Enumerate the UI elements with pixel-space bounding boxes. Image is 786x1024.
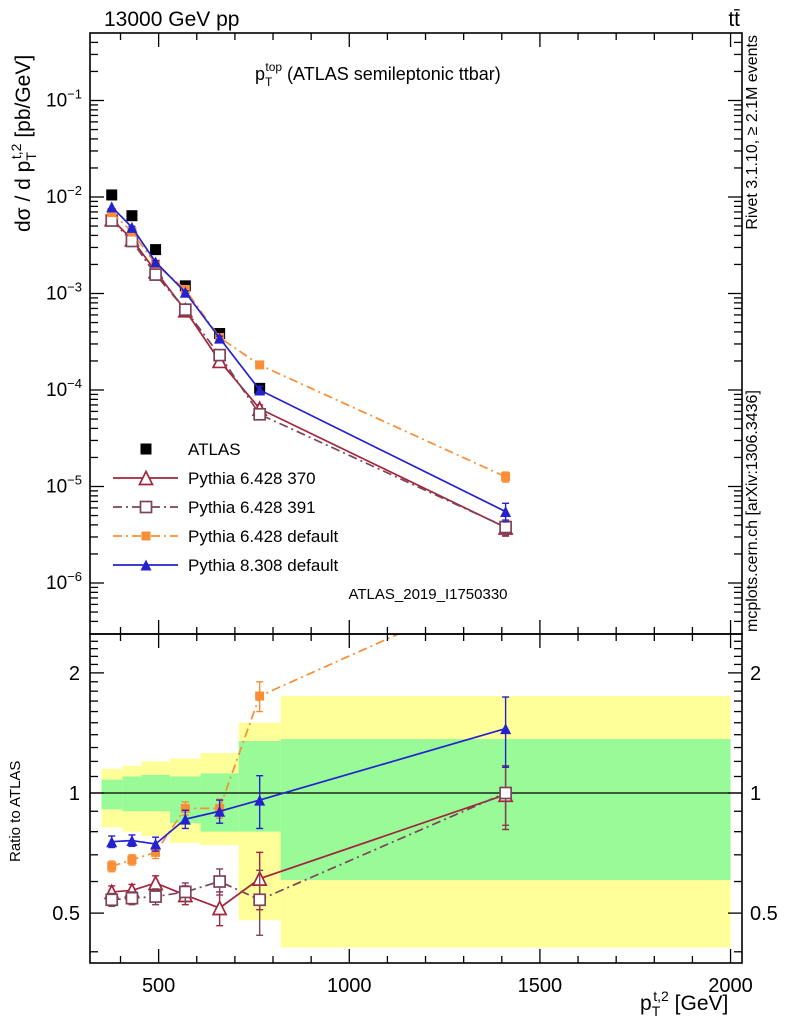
marker <box>126 210 138 222</box>
y-main-tick-label: 10−6 <box>46 569 82 594</box>
marker <box>254 794 266 806</box>
legend-label: Pythia 6.428 370 <box>188 469 316 488</box>
marker <box>499 786 512 800</box>
marker <box>213 348 226 362</box>
marker <box>254 384 266 396</box>
marker <box>501 472 511 482</box>
ratio-tick-label-left: 0.5 <box>52 903 80 925</box>
watermark: ATLAS_2019_I1750330 <box>348 586 507 603</box>
legend: ATLAS Pythia 6.428 370 Pythia 6.428 391 Pyt… <box>113 440 339 575</box>
legend-label: Pythia 6.428 default <box>188 527 339 546</box>
marker <box>499 520 512 534</box>
legend-item-pythia-6-428-391: Pythia 6.428 391 <box>113 498 316 517</box>
marker <box>125 234 139 248</box>
side-note-rivet: Rivet 3.1.10, ≥ 2.1M events <box>744 35 761 230</box>
x-axis-label: pTt,2 [GeV] <box>640 988 728 1019</box>
y-main-tick-label: 10−5 <box>46 473 82 498</box>
ratio-uncertainty-bands <box>101 696 731 948</box>
marker <box>106 189 118 201</box>
legend-item-pythia-6-428-370: Pythia 6.428 370 <box>113 469 316 488</box>
marker <box>149 268 162 281</box>
marker <box>253 407 267 421</box>
marker <box>107 208 117 218</box>
main-series <box>103 189 514 537</box>
series-line <box>111 206 506 513</box>
y-main-tick-label: 10−3 <box>46 280 82 305</box>
band-green <box>122 776 142 812</box>
marker <box>214 332 226 344</box>
marker <box>127 855 137 865</box>
marker <box>214 805 226 817</box>
marker <box>151 847 161 857</box>
marker <box>255 691 265 701</box>
main-series-pythia-6-428-391 <box>105 214 512 537</box>
header-beam-label: 13000 GeV pp <box>104 8 239 31</box>
legend-label: ATLAS <box>188 440 241 459</box>
y-main-tick-label: 10−4 <box>46 376 82 401</box>
ratio-panel-frame <box>89 633 743 964</box>
ratio-axis-label: Ratio to ATLAS <box>7 761 24 862</box>
main-series-pythia-8-308-default <box>106 201 512 523</box>
x-tick-label: 1000 <box>327 975 372 997</box>
marker <box>179 286 191 298</box>
axis-tick-labels: 10−1 10−2 10−3 10−4 10−5 10−6 2 2 1 1 0.5 0.5 500 100… <box>46 87 778 998</box>
marker <box>179 813 191 825</box>
ratio-tick-label-left: 1 <box>69 783 80 805</box>
marker <box>126 835 138 847</box>
legend-item-atlas: ATLAS <box>140 440 241 459</box>
marker <box>139 500 153 514</box>
y-main-tick-label: 10−1 <box>46 87 82 112</box>
marker <box>105 893 119 907</box>
ratio-tick-label-right: 0.5 <box>750 903 778 925</box>
marker <box>106 201 118 213</box>
legend-label: Pythia 8.308 default <box>188 556 339 575</box>
axis-ticks <box>90 33 742 963</box>
x-tick-label: 500 <box>142 975 175 997</box>
x-tick-label: 1500 <box>518 975 563 997</box>
plot-title: pTtop (ATLAS semileptonic ttbar) <box>255 60 501 89</box>
ratio-series <box>103 634 514 936</box>
y-main-tick-label: 10−2 <box>46 183 82 208</box>
marker <box>213 875 226 888</box>
marker <box>140 559 152 571</box>
marker <box>141 531 151 541</box>
marker <box>125 891 139 905</box>
marker <box>147 874 164 891</box>
ratio-tick-label-right: 1 <box>750 783 761 805</box>
marker <box>180 803 190 813</box>
marker <box>150 244 162 256</box>
marker <box>138 469 154 486</box>
main-series-pythia-6-428-default <box>107 208 511 483</box>
legend-label: Pythia 6.428 391 <box>188 498 316 517</box>
legend-item-pythia-6-428-default: Pythia 6.428 default <box>113 527 339 546</box>
marker <box>150 256 162 268</box>
marker <box>178 885 192 899</box>
ratio-series-pythia-6-428-391 <box>105 765 512 936</box>
ratio-tick-label-left: 2 <box>69 663 80 685</box>
marker <box>500 506 512 518</box>
marker <box>255 360 265 370</box>
marker <box>500 723 512 735</box>
marker <box>107 861 117 871</box>
marker <box>140 443 152 455</box>
legend-item-pythia-8-308-default: Pythia 8.308 default <box>113 556 339 575</box>
marker <box>126 221 138 233</box>
header-process-label: tt̄ <box>728 8 740 31</box>
x-tick-label: 2000 <box>708 975 753 997</box>
marker <box>253 893 267 907</box>
marker <box>149 890 162 903</box>
ratio-tick-label-right: 2 <box>750 663 761 685</box>
y-axis-label: dσ / d pTt,2 [pb/GeV] <box>8 55 39 232</box>
ratio-series-pythia-8-308-default <box>106 696 512 852</box>
band-green <box>101 779 123 810</box>
side-note-mcplots: mcplots.cern.ch [arXiv:1306.3436] <box>744 390 761 632</box>
marker <box>150 838 162 850</box>
marker <box>106 836 118 848</box>
marker <box>178 303 192 317</box>
marker <box>211 899 228 916</box>
